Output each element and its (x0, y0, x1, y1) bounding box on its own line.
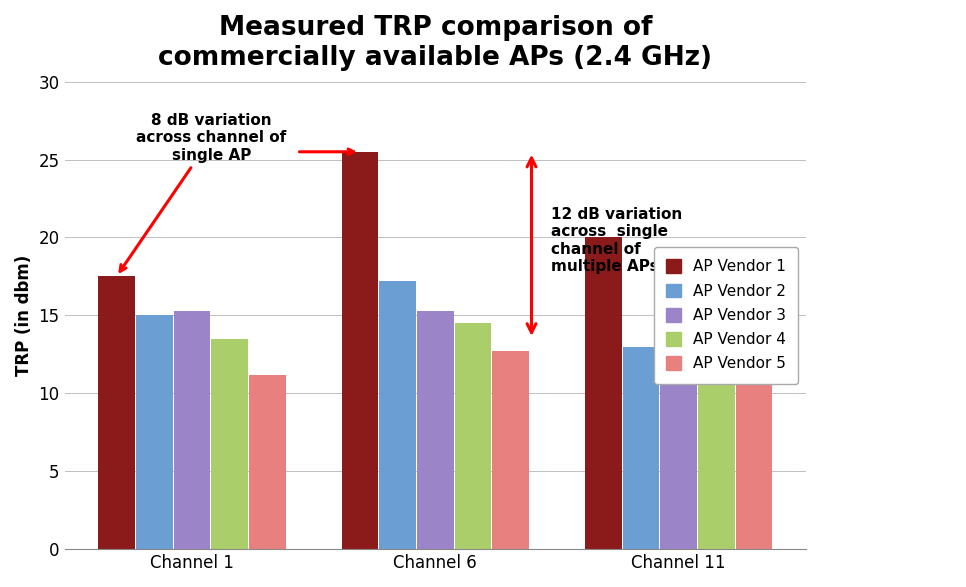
Y-axis label: TRP (in dbm): TRP (in dbm) (15, 255, 33, 376)
Bar (493, 351, 529, 549)
Title: Measured TRP comparison of
commercially available APs (2.4 GHz): Measured TRP comparison of commercially … (158, 15, 712, 71)
Bar (417, 311, 454, 549)
Bar (585, 238, 621, 549)
Bar (99, 276, 135, 549)
Bar (249, 375, 286, 549)
Legend: AP Vendor 1, AP Vendor 2, AP Vendor 3, AP Vendor 4, AP Vendor 5: AP Vendor 1, AP Vendor 2, AP Vendor 3, A… (654, 247, 799, 384)
Bar (174, 311, 211, 549)
Bar (661, 305, 696, 549)
Bar (455, 323, 492, 549)
Bar (212, 339, 248, 549)
Text: 12 dB variation
across  single
channel of
multiple APs: 12 dB variation across single channel of… (551, 207, 682, 274)
Bar (342, 152, 378, 549)
Bar (623, 346, 659, 549)
Bar (136, 315, 173, 549)
Bar (380, 281, 416, 549)
Text: 8 dB variation
across channel of
single AP: 8 dB variation across channel of single … (120, 113, 287, 271)
Bar (736, 370, 773, 549)
Bar (698, 326, 735, 549)
